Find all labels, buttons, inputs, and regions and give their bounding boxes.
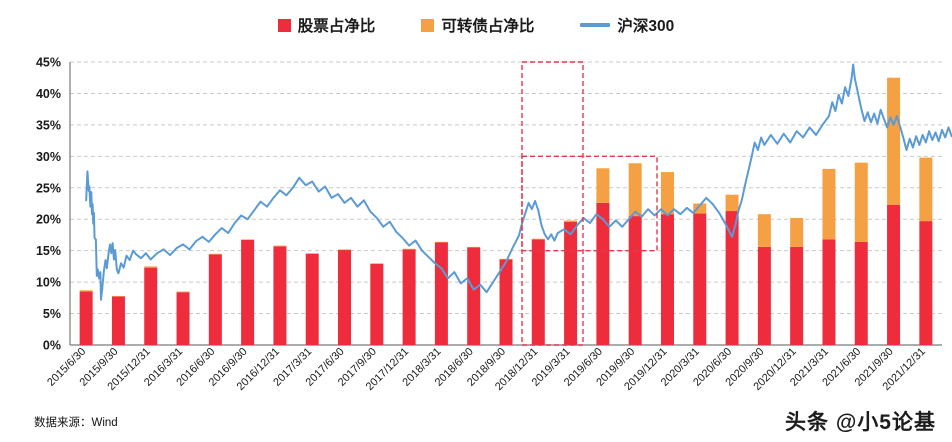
- hs300-line-series: [85, 63, 952, 301]
- y-axis-tick-label: 40%: [36, 87, 61, 101]
- bar-segment: [111, 295, 125, 297]
- bar-segment: [370, 263, 384, 264]
- bar-segment: [790, 246, 804, 345]
- bar-segment: [693, 203, 707, 214]
- bar-segment: [628, 216, 642, 345]
- bar-segment: [887, 204, 901, 345]
- bar-segment: [596, 168, 610, 203]
- bar-segment: [79, 291, 93, 345]
- y-axis-tick-label: 0%: [43, 339, 61, 353]
- bar-segment: [596, 202, 610, 345]
- bar-segment: [822, 239, 836, 345]
- bar-segment: [919, 221, 933, 345]
- bar-segment: [402, 248, 416, 250]
- bar-segment: [790, 217, 804, 247]
- bar-segment: [338, 250, 352, 345]
- bar-segment: [273, 246, 287, 345]
- bar-segment: [273, 245, 287, 247]
- annotation-boxes: [521, 61, 658, 346]
- y-axis-tick-label: 15%: [36, 244, 61, 258]
- bar-segment: [467, 247, 481, 345]
- bar-segment: [693, 213, 707, 345]
- x-axis-tick-labels: 2015/6/302015/9/302015/12/312016/3/31201…: [45, 346, 928, 393]
- bar-segment: [144, 267, 158, 345]
- bar-segment: [822, 168, 836, 240]
- bar-segment: [660, 172, 674, 215]
- bar-segment: [757, 246, 771, 345]
- bar-segment: [564, 220, 578, 222]
- source-note: 数据来源：Wind: [34, 417, 118, 429]
- bar-segment: [176, 292, 190, 345]
- bar-segment: [241, 239, 255, 240]
- bar-segment: [338, 249, 352, 251]
- bar-segment: [467, 246, 481, 248]
- y-axis-tick-label: 45%: [36, 56, 61, 70]
- highlight-box-wide: [521, 155, 658, 252]
- bar-segment: [402, 249, 416, 345]
- bar-segment: [144, 266, 158, 268]
- y-gridlines: 0% 5% 10% 15% 20% 25% 30% 35% 40% 45%: [36, 56, 942, 353]
- bar-segment: [499, 258, 513, 260]
- y-axis-tick-label: 35%: [36, 118, 61, 132]
- bar-segment: [725, 194, 739, 212]
- bar-segment: [564, 221, 578, 345]
- watermark-text: 头条 @小5论基: [785, 411, 936, 434]
- y-axis-tick-label: 10%: [36, 276, 61, 290]
- bar-segment: [208, 254, 222, 345]
- bar-segment: [305, 253, 319, 345]
- bar-segment: [854, 162, 868, 242]
- bar-segment: [434, 241, 448, 243]
- bar-segment: [434, 242, 448, 345]
- bar-segment: [531, 238, 545, 240]
- bar-segment: [854, 241, 868, 345]
- bar-segment: [660, 214, 674, 345]
- bar-segment: [757, 214, 771, 247]
- bar-segment: [241, 239, 255, 345]
- bar-segment: [887, 77, 901, 205]
- y-axis-tick-label: 5%: [43, 307, 61, 321]
- bar-segment: [725, 211, 739, 345]
- bar-segment: [919, 157, 933, 222]
- bar-segment: [531, 239, 545, 345]
- bar-segment: [370, 263, 384, 345]
- bar-segment: [111, 296, 125, 345]
- bar-segment: [176, 291, 190, 293]
- bar-segment: [79, 290, 93, 292]
- bar-segment: [305, 253, 319, 254]
- bar-series-group: [79, 77, 933, 345]
- y-axis-tick-label: 20%: [36, 213, 61, 227]
- bar-segment: [628, 163, 642, 217]
- bar-segment: [499, 259, 513, 345]
- y-axis-tick-label: 25%: [36, 181, 61, 195]
- bar-segment: [208, 253, 222, 255]
- y-axis-tick-label: 30%: [36, 150, 61, 164]
